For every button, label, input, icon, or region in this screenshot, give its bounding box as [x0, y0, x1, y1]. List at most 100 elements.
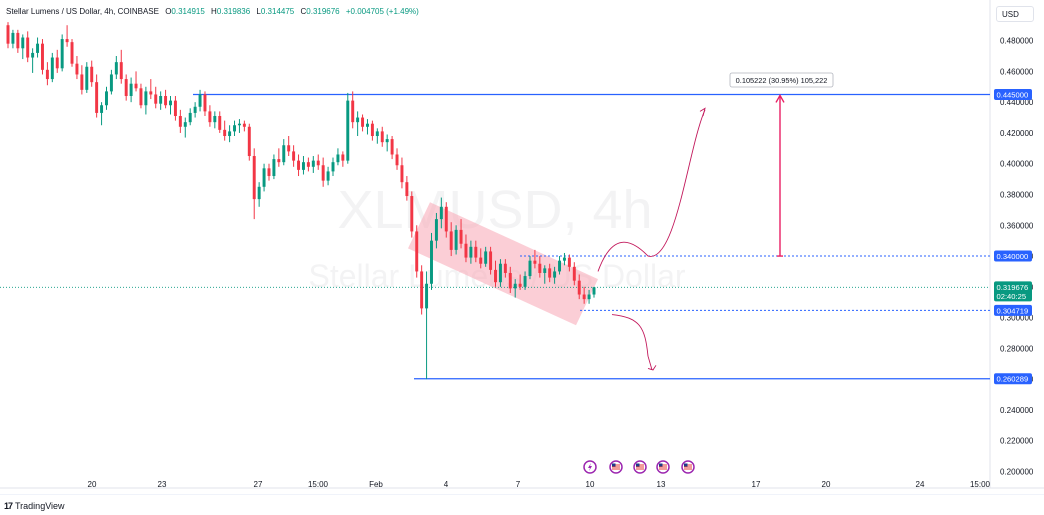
- y-tick-label: 0.300000: [1000, 314, 1034, 323]
- y-tick-label: 0.460000: [1000, 67, 1034, 76]
- candle-body: [262, 168, 266, 187]
- measure-label-box: [729, 72, 834, 88]
- x-tick-label: 4: [444, 480, 449, 489]
- candle-body: [223, 129, 227, 137]
- candle-body: [474, 246, 478, 258]
- candle-body: [36, 43, 40, 53]
- x-tick-label: 15:00: [970, 480, 991, 489]
- candle-body: [553, 271, 557, 278]
- candle-body: [548, 268, 552, 278]
- candle-body: [154, 94, 158, 104]
- candle-body: [562, 257, 566, 261]
- candle-body: [425, 283, 429, 309]
- candle-body: [129, 83, 133, 97]
- measure-arrowhead: [775, 94, 785, 103]
- candle-body: [70, 42, 74, 64]
- candle-body: [178, 116, 182, 127]
- measure-label: 0.105222 (30.95%) 105,222: [736, 76, 828, 85]
- us-flag-icon[interactable]: [681, 460, 695, 474]
- candle-body: [267, 168, 271, 177]
- candle-body: [272, 159, 276, 177]
- us-flag-icon[interactable]: [633, 460, 647, 474]
- candle-body: [60, 39, 64, 69]
- candle-body: [479, 257, 483, 264]
- y-tick-label: 0.200000: [1000, 468, 1034, 477]
- candle-body: [523, 276, 527, 287]
- candle-body: [75, 63, 79, 75]
- candle-body: [370, 123, 374, 137]
- candle-body: [55, 57, 59, 69]
- candle-body: [380, 131, 384, 143]
- level-price-label: 0.260289: [997, 375, 1029, 384]
- candle-body: [513, 283, 517, 289]
- us-flag-icon[interactable]: [656, 460, 670, 474]
- y-tick-label: 0.360000: [1000, 221, 1034, 230]
- candle-body: [390, 139, 394, 155]
- candle-body: [558, 260, 562, 272]
- candle-body: [301, 162, 305, 170]
- candle-body: [400, 165, 404, 183]
- x-tick-label: 13: [657, 480, 666, 489]
- candle-body: [543, 268, 547, 273]
- symbol-legend[interactable]: Stellar Lumens / US Dollar, 4h, COINBASE…: [6, 7, 419, 16]
- y-tick-label: 0.400000: [1000, 160, 1034, 169]
- level-price-label: 0.445000: [997, 90, 1029, 99]
- x-tick-label: 23: [158, 480, 167, 489]
- candle-body: [21, 37, 25, 49]
- candle-body: [31, 52, 35, 58]
- low-value: 0.314475: [260, 7, 295, 16]
- candle-body: [311, 160, 315, 167]
- candle-body: [228, 131, 232, 137]
- candle-body: [159, 96, 163, 104]
- level-price-tag: [994, 373, 1032, 385]
- us-flag-icon[interactable]: [609, 460, 623, 474]
- candle-body: [65, 39, 69, 43]
- candle-body: [26, 37, 30, 58]
- candle-body: [533, 260, 537, 264]
- x-tick-label: 20: [88, 480, 97, 489]
- candle-body: [346, 100, 350, 161]
- candle-body: [454, 229, 458, 250]
- candle-body: [169, 100, 172, 106]
- change-value: +0.004705 (+1.49%): [345, 7, 419, 16]
- candle-body: [459, 229, 463, 244]
- candle-body: [198, 94, 202, 107]
- candle-body: [410, 196, 414, 232]
- candle-body: [119, 62, 123, 80]
- currency-button[interactable]: USD: [996, 6, 1034, 22]
- level-price-tag: [994, 250, 1032, 262]
- candle-body: [277, 159, 281, 163]
- candle-body: [484, 251, 488, 264]
- candle-body: [518, 283, 522, 287]
- lightning-icon[interactable]: [583, 460, 597, 474]
- candle-body: [144, 91, 148, 106]
- candle-body: [287, 145, 291, 152]
- candle-body: [430, 240, 433, 284]
- candle-body: [336, 154, 340, 163]
- footer: 17 TradingView: [0, 494, 1044, 515]
- candle-body: [124, 79, 128, 97]
- y-tick-label: 0.280000: [1000, 344, 1034, 353]
- candle-body: [494, 269, 497, 283]
- candle-body: [316, 160, 320, 166]
- candle-body: [331, 162, 335, 172]
- bearish-projection-path[interactable]: [611, 314, 653, 371]
- projection-arrowhead: [699, 107, 706, 117]
- y-tick-label: 0.420000: [1000, 129, 1034, 138]
- candle-body: [464, 243, 468, 258]
- candle-body: [356, 117, 360, 123]
- tradingview-brand: TradingView: [15, 501, 65, 511]
- candle-body: [449, 231, 453, 250]
- close-label: C: [300, 7, 307, 16]
- x-tick-label: 15:00: [308, 480, 329, 489]
- candle-body: [415, 231, 419, 272]
- candle-body: [85, 66, 89, 90]
- candle-body: [149, 91, 153, 95]
- candle-body: [385, 139, 389, 143]
- tradingview-logo[interactable]: 17 TradingView: [4, 501, 65, 511]
- candle-body: [395, 154, 399, 166]
- candle-body: [351, 100, 355, 123]
- bullish-projection-path[interactable]: [597, 109, 706, 272]
